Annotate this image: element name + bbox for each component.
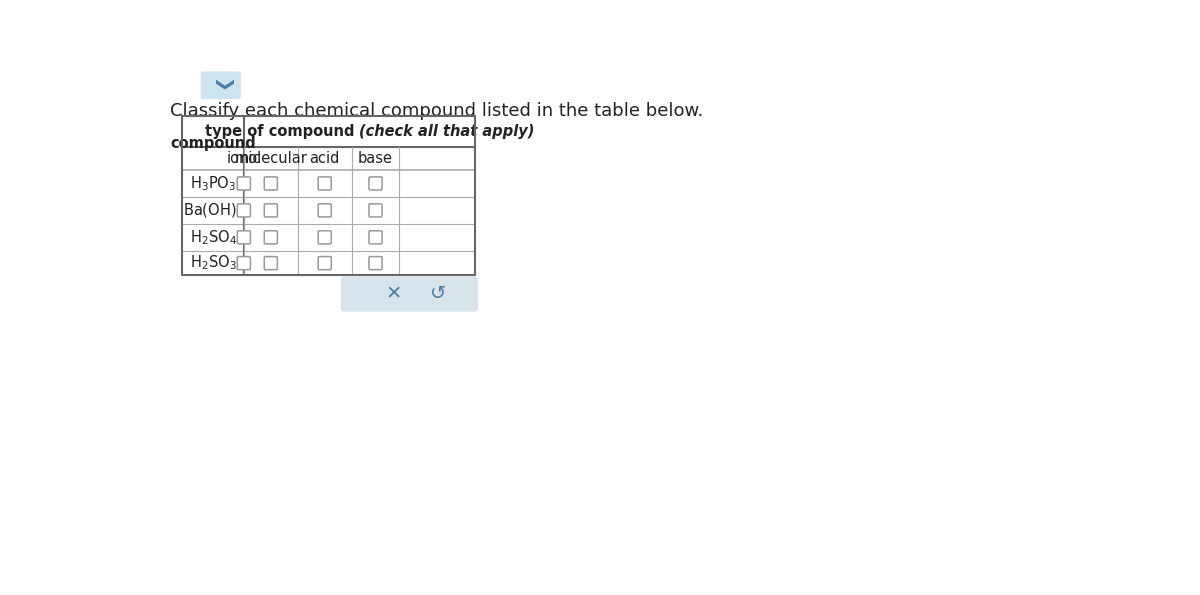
Text: type of compound: type of compound [205,124,359,139]
Text: ↺: ↺ [430,284,446,303]
FancyBboxPatch shape [238,177,251,190]
FancyBboxPatch shape [264,177,277,190]
FancyBboxPatch shape [238,256,251,270]
FancyBboxPatch shape [341,276,478,312]
Text: H$_3$PO$_3$: H$_3$PO$_3$ [190,174,236,193]
Text: compound: compound [170,136,256,151]
FancyBboxPatch shape [264,231,277,244]
FancyBboxPatch shape [368,256,382,270]
Text: Classify each chemical compound listed in the table below.: Classify each chemical compound listed i… [170,102,703,120]
Text: ❯: ❯ [211,79,229,93]
FancyBboxPatch shape [264,256,277,270]
Text: Ba(OH)$_2$: Ba(OH)$_2$ [182,201,244,220]
FancyBboxPatch shape [318,204,331,217]
FancyBboxPatch shape [238,204,251,217]
Text: acid: acid [310,151,340,166]
FancyBboxPatch shape [200,71,241,99]
Text: base: base [358,151,394,166]
Text: ✕: ✕ [385,284,402,303]
Text: H$_2$SO$_4$: H$_2$SO$_4$ [190,228,236,247]
FancyBboxPatch shape [368,177,382,190]
FancyBboxPatch shape [318,256,331,270]
FancyBboxPatch shape [264,204,277,217]
FancyBboxPatch shape [318,177,331,190]
FancyBboxPatch shape [238,231,251,244]
Text: ionic: ionic [227,151,262,166]
FancyBboxPatch shape [318,231,331,244]
Text: (check all that apply): (check all that apply) [359,124,535,139]
FancyBboxPatch shape [368,231,382,244]
Text: molecular: molecular [234,151,307,166]
FancyBboxPatch shape [368,204,382,217]
Text: H$_2$SO$_3$: H$_2$SO$_3$ [190,254,236,273]
